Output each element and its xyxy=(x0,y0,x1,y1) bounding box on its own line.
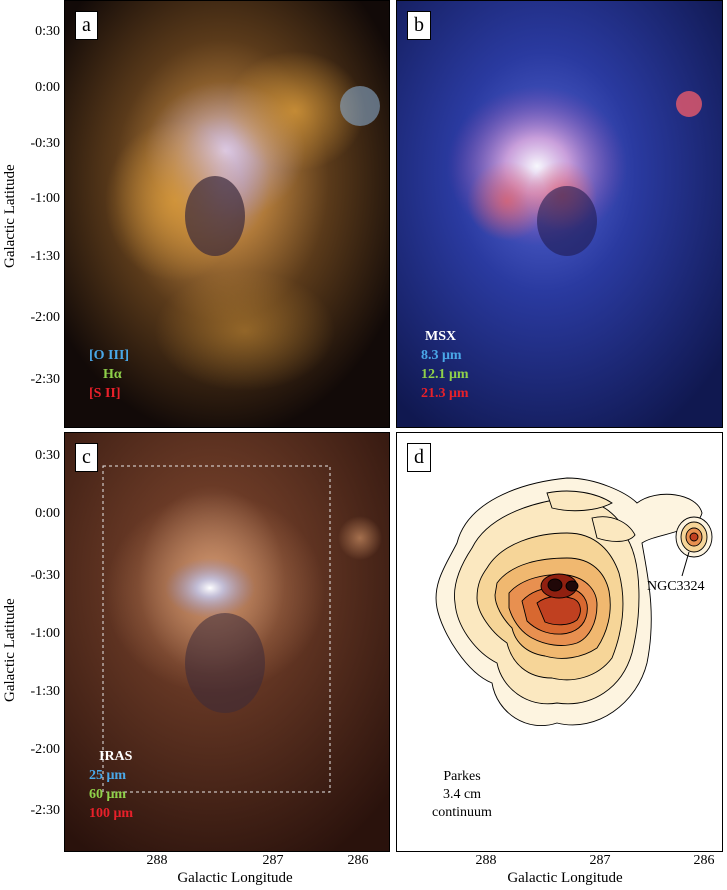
legend-60um: 60 μm xyxy=(89,787,127,802)
optical-image-a xyxy=(65,1,389,427)
legend-msx-title: MSX xyxy=(425,329,457,344)
legend-8-3um: 8.3 μm xyxy=(421,348,462,363)
legend-iras-title: IRAS xyxy=(99,749,133,764)
caption-line-2: 3.4 cm xyxy=(442,787,482,802)
x-tick-label: 288 xyxy=(146,853,168,868)
y-tick-label: 0:30 xyxy=(35,24,60,39)
x-tick-label: 286 xyxy=(693,853,715,868)
x-axis-title-right: Galactic Longitude xyxy=(507,870,623,886)
legend-b: MSX 8.3 μm 12.1 μm 21.3 μm xyxy=(421,327,469,403)
y-tick-label: -1:00 xyxy=(30,626,60,641)
y-tick-label: -2:00 xyxy=(30,742,60,757)
y-tick-label: 0:00 xyxy=(35,80,60,95)
legend-25um: 25 μm xyxy=(89,768,127,783)
panel-label-b: b xyxy=(407,11,431,40)
y-tick-label: 0:00 xyxy=(35,506,60,521)
y-tick-label: -1:00 xyxy=(30,191,60,206)
panel-label-a: a xyxy=(75,11,98,40)
x-tick-label: 288 xyxy=(475,853,497,868)
panel-a: a [O III] Hα [S II] xyxy=(64,0,390,428)
y-tick-label: -0:30 xyxy=(30,136,60,151)
y-tick-label: -2:00 xyxy=(30,310,60,325)
msx-image-b xyxy=(397,1,722,427)
ngc3324-pointer-line xyxy=(681,551,690,577)
y-tick-label: -2:30 xyxy=(30,803,60,818)
legend-12-1um: 12.1 μm xyxy=(421,367,469,382)
caption-line-1: Parkes xyxy=(443,769,481,784)
y-tick-label: -0:30 xyxy=(30,568,60,583)
panel-b: b MSX 8.3 μm 12.1 μm 21.3 μm xyxy=(396,0,723,428)
x-tick-label: 287 xyxy=(262,853,284,868)
y-tick-label: 0:30 xyxy=(35,448,60,463)
panel-d: d NGC3324 Parkes 3.4 cm continuum xyxy=(396,432,723,852)
panel-label-c: c xyxy=(75,443,98,472)
y-tick-label: -1:30 xyxy=(30,249,60,264)
legend-21-3um: 21.3 μm xyxy=(421,386,469,401)
y-tick-label: -1:30 xyxy=(30,684,60,699)
ngc3324-label: NGC3324 xyxy=(647,579,705,594)
msx-footprint-box xyxy=(102,465,331,793)
x-axis-title-left: Galactic Longitude xyxy=(177,870,293,886)
legend-c: IRAS 25 μm 60 μm 100 μm xyxy=(89,747,133,823)
legend-halpha: Hα xyxy=(103,367,122,382)
y-tick-label: -2:30 xyxy=(30,372,60,387)
x-tick-label: 287 xyxy=(589,853,611,868)
legend-100um: 100 μm xyxy=(89,806,134,821)
iras-image-c xyxy=(65,433,389,851)
legend-sii: [S II] xyxy=(89,386,121,401)
legend-oiii: [O III] xyxy=(89,348,130,363)
panel-c: c IRAS 25 μm 60 μm 100 μm xyxy=(64,432,390,852)
panel-label-d: d xyxy=(407,443,431,472)
parkes-caption: Parkes 3.4 cm continuum xyxy=(422,768,502,822)
x-tick-label: 286 xyxy=(347,853,369,868)
radio-contour-map xyxy=(435,477,713,727)
caption-line-3: continuum xyxy=(432,805,492,820)
legend-a: [O III] Hα [S II] xyxy=(89,346,129,403)
